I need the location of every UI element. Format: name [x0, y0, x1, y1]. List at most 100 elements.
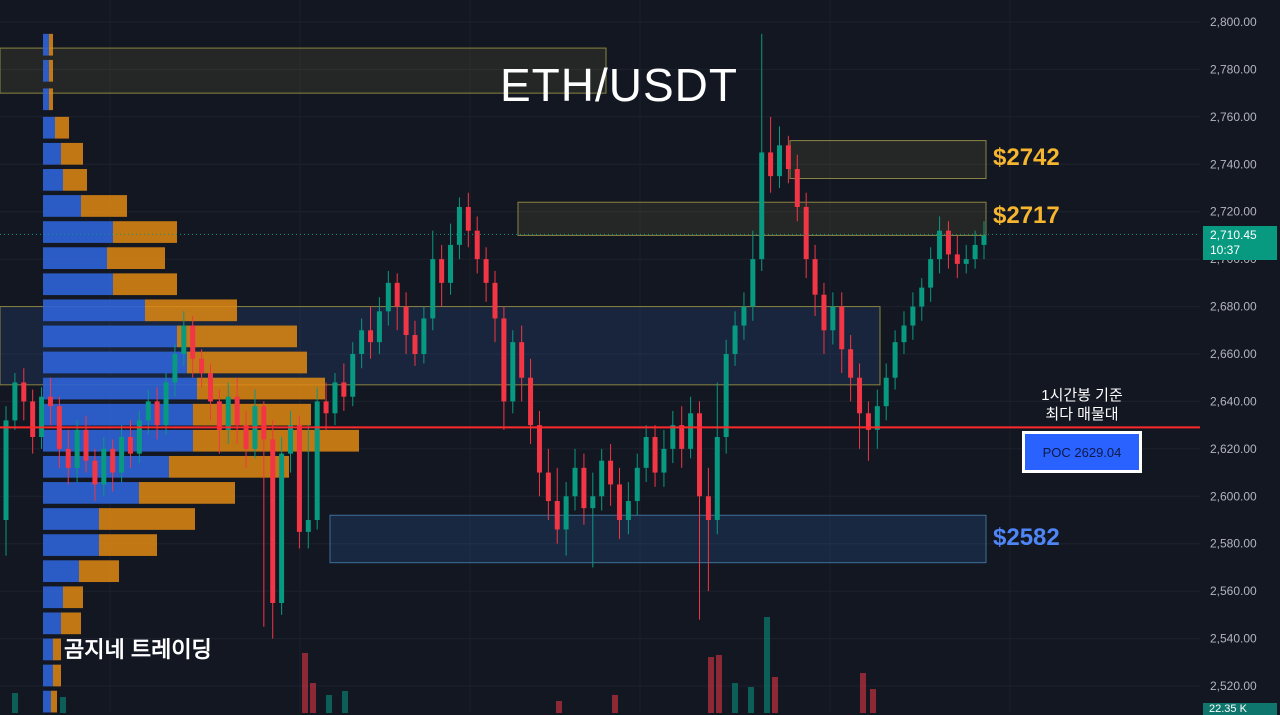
volume-bar: [556, 701, 562, 713]
candle-body: [421, 318, 427, 354]
volume-bar: [342, 691, 348, 713]
profile-bar-sell: [49, 59, 53, 82]
zone-label-2742: $2742: [993, 144, 1060, 171]
candle-body: [616, 484, 622, 520]
candle-body: [785, 145, 791, 170]
zone-rects: [0, 47, 987, 564]
candle-body: [323, 401, 329, 414]
profile-bar-sell: [169, 455, 289, 478]
profile-bar-buy: [43, 221, 113, 243]
profile-bar-sell: [99, 534, 157, 556]
candle-body: [21, 382, 27, 402]
candle-body: [688, 413, 694, 449]
candle-body: [492, 282, 498, 319]
candle-body: [945, 230, 951, 255]
profile-bar-sell: [63, 586, 83, 609]
candle-body: [705, 496, 711, 520]
volume-bar: [732, 683, 738, 713]
volume-bar: [612, 695, 618, 713]
candle-body: [3, 420, 9, 520]
zone-label-2582: $2582: [993, 524, 1060, 551]
profile-bar-buy: [43, 664, 53, 687]
candle-body: [110, 448, 116, 473]
candle-body: [448, 244, 454, 283]
candle-body: [670, 425, 676, 449]
profile-bar-sell: [145, 299, 237, 322]
chart-title: ETH/USDT: [500, 59, 738, 111]
profile-bar-buy: [43, 33, 49, 56]
profile-bar-sell: [113, 221, 177, 243]
candle-body: [652, 437, 658, 473]
volume-bar: [12, 693, 18, 713]
candle-body: [848, 349, 854, 378]
candle-body: [30, 401, 36, 437]
candle-body: [714, 437, 720, 520]
profile-bar-buy: [43, 377, 197, 400]
volume-bar: [870, 689, 876, 713]
candle-body: [234, 396, 240, 426]
profile-bar-sell: [49, 33, 53, 56]
candle-body: [314, 401, 320, 520]
candle-body: [812, 259, 818, 295]
candle-body: [456, 206, 462, 245]
zone-label-2717: $2717: [993, 202, 1060, 229]
watermark: 곰지네 트레이딩: [64, 637, 212, 662]
volume-bar: [310, 683, 316, 713]
candle-body: [972, 244, 978, 260]
y-tick-label: 2,760.00: [1210, 110, 1257, 124]
candle-body: [643, 437, 649, 468]
profile-bar-sell: [61, 612, 81, 635]
candle-body: [403, 306, 409, 336]
candle-body: [101, 448, 107, 485]
candle-body: [777, 145, 783, 177]
profile-bar-sell: [53, 664, 61, 687]
candle-body: [732, 325, 738, 354]
y-tick-label: 2,620.00: [1210, 442, 1257, 456]
candle-body: [857, 377, 863, 414]
candle-body: [883, 377, 889, 407]
candle-body: [279, 453, 285, 603]
candle-body: [892, 342, 898, 378]
profile-bar-buy: [43, 482, 139, 504]
volume-bar: [748, 687, 754, 713]
profile-bar-sell: [79, 560, 119, 583]
candle-body: [634, 467, 640, 502]
candle-body: [750, 259, 756, 307]
last-price-value: 2,710.45: [1210, 228, 1257, 242]
poc-label: POC 2629.04: [1022, 431, 1142, 473]
profile-bar-buy: [43, 351, 187, 374]
candle-body: [901, 325, 907, 343]
candle-body: [359, 330, 365, 354]
candle-body: [412, 335, 418, 354]
candle-body: [190, 325, 196, 359]
y-tick-label: 2,560.00: [1210, 584, 1257, 598]
profile-bar-sell: [193, 403, 311, 426]
candle-body: [954, 254, 960, 264]
profile-bar-sell: [55, 116, 69, 139]
candle-body: [216, 401, 222, 430]
candle-body: [928, 259, 934, 288]
profile-bar-sell: [197, 377, 325, 400]
candle-body: [803, 206, 809, 260]
profile-bar-buy: [43, 169, 63, 191]
candle-body: [127, 437, 133, 454]
poc-note-line1: 1시간봉 기준: [1041, 387, 1123, 404]
candle-body: [332, 382, 338, 414]
candle-body: [759, 152, 765, 260]
candle-body: [679, 425, 685, 449]
candle-body: [145, 401, 151, 421]
candle-body: [288, 425, 294, 454]
profile-bar-sell: [99, 508, 195, 530]
poc-note: 1시간봉 기준 최다 매물대: [1024, 386, 1140, 424]
candle-body: [296, 425, 302, 532]
candle-body: [696, 413, 702, 497]
candle-body: [661, 448, 667, 473]
volume-bar: [860, 673, 866, 713]
profile-bar-buy: [43, 273, 113, 296]
candle-body: [794, 169, 800, 207]
candle-body: [136, 420, 142, 454]
profile-bar-buy: [43, 325, 177, 348]
profile-bar-buy: [43, 116, 55, 139]
profile-bar-buy: [43, 508, 99, 530]
